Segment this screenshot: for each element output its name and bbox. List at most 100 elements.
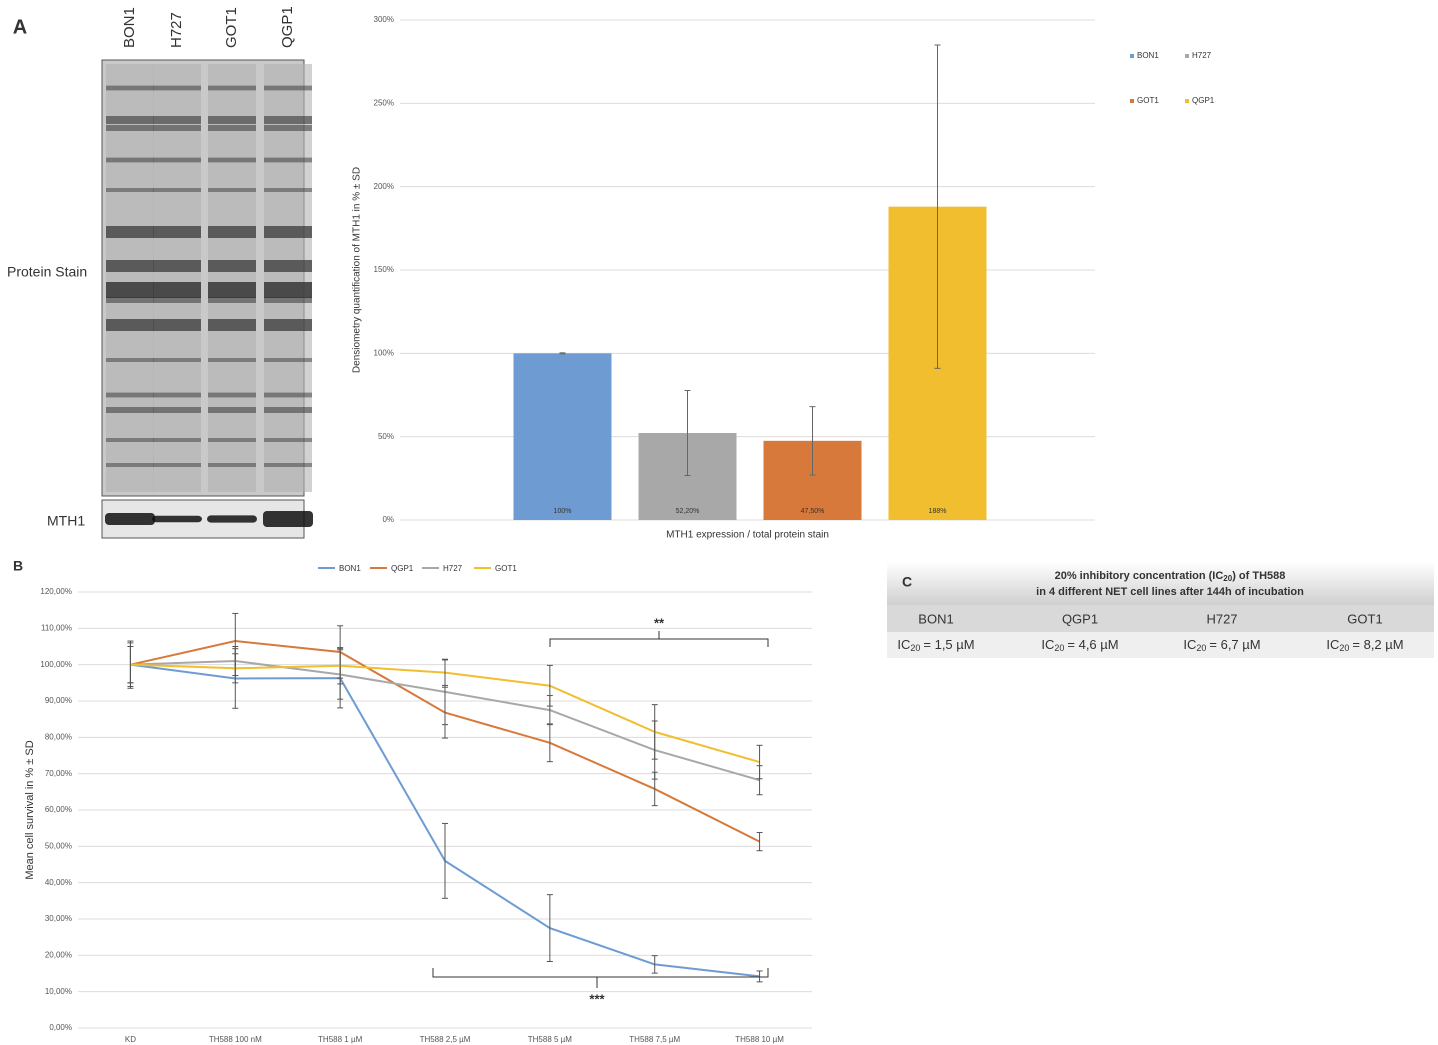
lane-label: BON1 (121, 7, 138, 48)
band (264, 393, 312, 398)
y-tick-label: 250% (374, 98, 394, 107)
y-tick-label: 300% (374, 15, 394, 24)
band (106, 282, 154, 298)
row-label: MTH1 (47, 513, 85, 529)
annotation: ** (654, 615, 665, 630)
y-tick-label: 100% (374, 348, 394, 357)
band (106, 86, 154, 91)
band (208, 260, 256, 272)
lane-label: H727 (168, 12, 185, 48)
band (153, 260, 201, 272)
x-tick-label: KD (125, 1035, 136, 1044)
band (208, 116, 256, 124)
x-tick-label: TH588 7,5 µM (629, 1035, 680, 1044)
band (153, 226, 201, 238)
table-title: 20% inhibitory concentration (IC20) of T… (1055, 570, 1286, 583)
cell-part: 20 (1054, 643, 1064, 653)
lane-label: GOT1 (223, 7, 240, 48)
panel-label: C (902, 574, 912, 590)
band (264, 116, 312, 124)
band (208, 226, 256, 238)
band (264, 226, 312, 238)
legend-label: QGP1 (1192, 96, 1215, 105)
cell-part: = 6,7 µM (1209, 637, 1260, 652)
legend-swatch (1130, 54, 1134, 58)
y-tick-label: 0% (382, 515, 394, 524)
bar (514, 353, 612, 520)
band (153, 319, 201, 331)
x-tick-label: TH588 5 µM (528, 1035, 573, 1044)
band (153, 463, 201, 467)
y-tick-label: 70,00% (45, 769, 72, 778)
band (153, 125, 201, 131)
legend-label: H727 (443, 564, 463, 573)
band (106, 407, 154, 413)
band (153, 393, 201, 398)
title-part: ) of TH588 (1232, 570, 1285, 582)
y-tick-label: 0,00% (49, 1023, 72, 1032)
band (208, 463, 256, 467)
band (106, 125, 154, 131)
cell-part: = 8,2 µM (1352, 637, 1403, 652)
y-axis-label: Densiometry quantification of MTH1 in % … (352, 167, 363, 373)
band (208, 125, 256, 131)
column-header: GOT1 (1347, 611, 1382, 626)
band (264, 86, 312, 91)
y-tick-label: 50% (378, 432, 394, 441)
band (264, 407, 312, 413)
cell-part: IC (1041, 637, 1054, 652)
mth1-band (152, 516, 202, 522)
y-tick-label: 20,00% (45, 950, 72, 959)
bracket (550, 631, 768, 647)
band (208, 438, 256, 442)
mth1-band (207, 515, 257, 522)
lane-label: QGP1 (279, 6, 296, 48)
band (153, 438, 201, 442)
band (153, 358, 201, 362)
y-tick-label: 10,00% (45, 987, 72, 996)
y-tick-label: 90,00% (45, 696, 72, 705)
band (153, 282, 201, 298)
annotation: *** (589, 991, 605, 1006)
band (208, 86, 256, 91)
cell-part: = 1,5 µM (923, 637, 974, 652)
legend-label: BON1 (339, 564, 361, 573)
legend-swatch (1130, 99, 1134, 103)
mth1-band (263, 511, 313, 527)
band (106, 393, 154, 398)
band (106, 188, 154, 192)
cell-part: 20 (1339, 643, 1349, 653)
row-label: Protein Stain (7, 264, 87, 280)
y-tick-label: 110,00% (41, 623, 72, 632)
column-header: H727 (1206, 611, 1237, 626)
column-header: QGP1 (1062, 611, 1098, 626)
y-tick-label: 40,00% (45, 878, 72, 887)
cell-part: 20 (910, 643, 920, 653)
y-axis-label: Mean cell survival in % ± SD (24, 740, 36, 879)
table-cell: IC20= 1,5 µM (897, 637, 974, 653)
cell-part: IC (897, 637, 910, 652)
y-tick-label: 60,00% (45, 805, 72, 814)
band (106, 319, 154, 331)
title-part: 20% inhibitory concentration (IC (1055, 570, 1224, 582)
legend-label: GOT1 (1137, 96, 1159, 105)
band (153, 188, 201, 192)
band (208, 188, 256, 192)
band (264, 297, 312, 303)
table-cell: IC20= 4,6 µM (1041, 637, 1118, 653)
band (264, 438, 312, 442)
table-cell: IC20= 8,2 µM (1326, 637, 1403, 653)
band (153, 116, 201, 124)
band (264, 260, 312, 272)
x-tick-label: TH588 2,5 µM (420, 1035, 471, 1044)
cell-part: IC (1326, 637, 1339, 652)
band (208, 297, 256, 303)
legend-label: H727 (1192, 51, 1212, 60)
x-tick-label: TH588 10 µM (735, 1035, 784, 1044)
band (106, 260, 154, 272)
band (208, 319, 256, 331)
y-tick-label: 200% (374, 182, 394, 191)
value-label: 100% (554, 508, 572, 515)
y-tick-label: 80,00% (45, 732, 72, 741)
figure: ABON1H727GOT1QGP1Protein StainMTH10%50%1… (0, 0, 1438, 1045)
